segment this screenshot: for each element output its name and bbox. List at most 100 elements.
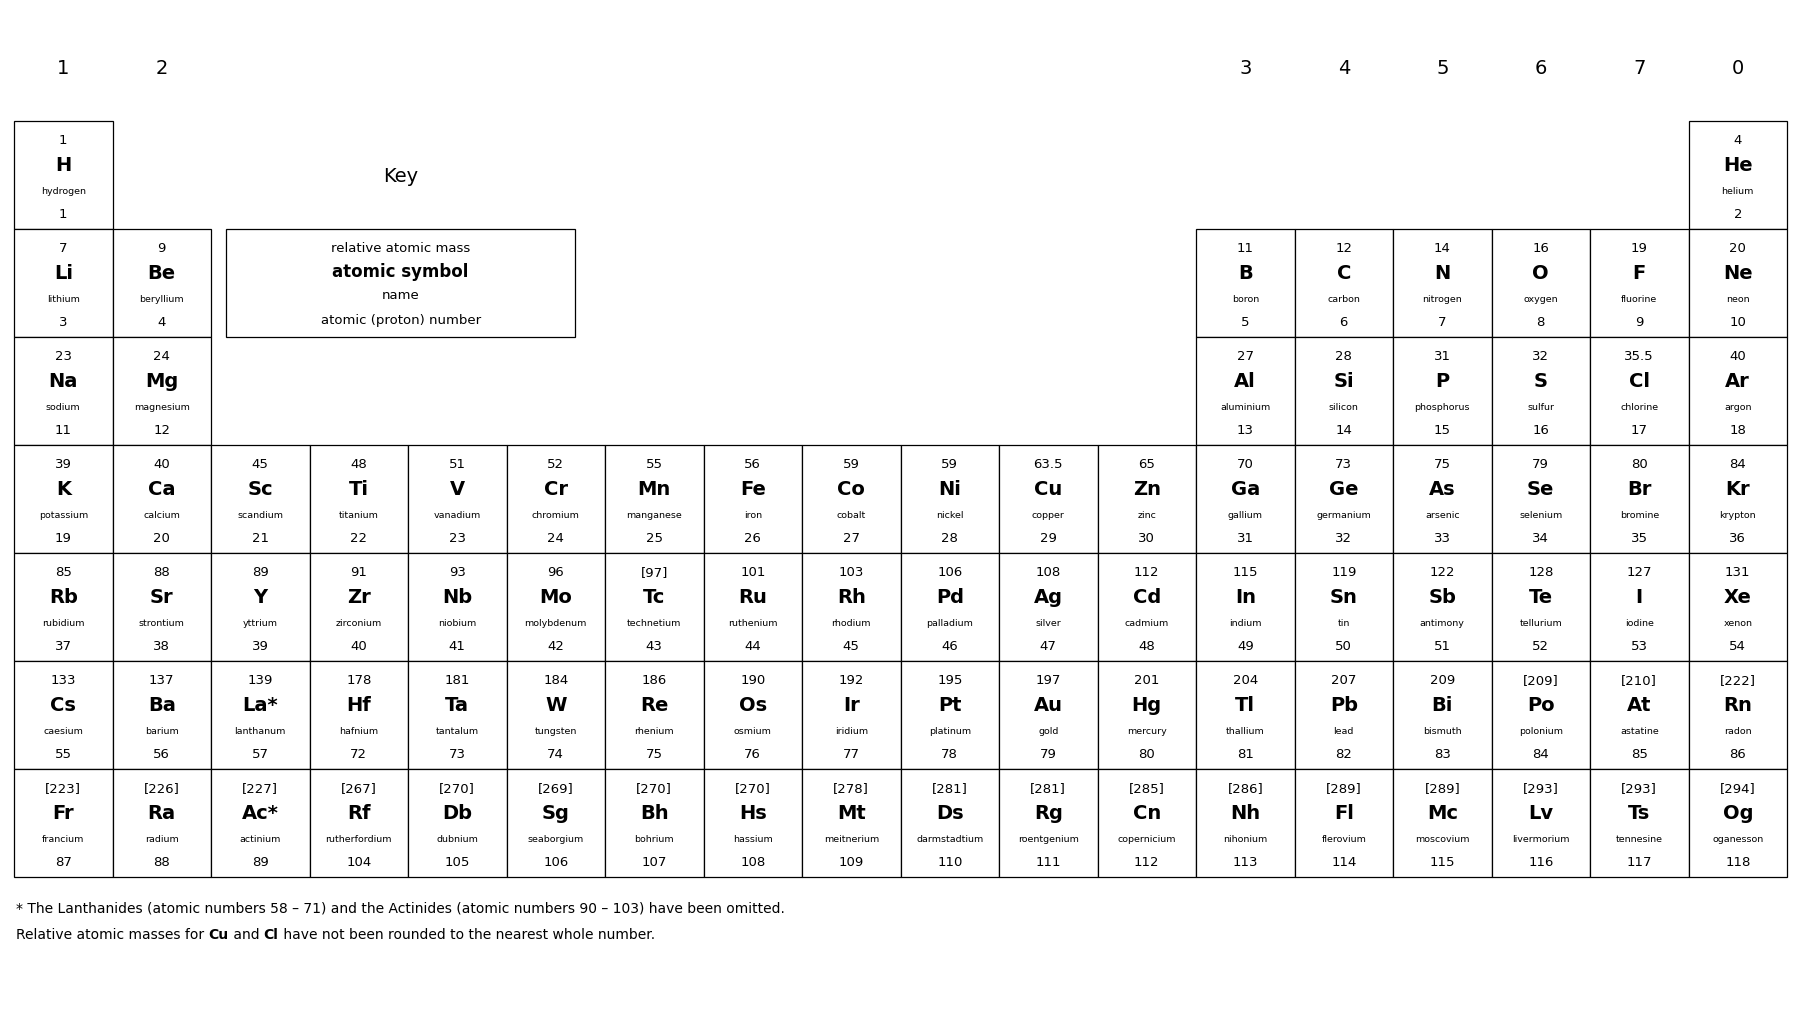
Text: 50: 50: [1336, 640, 1352, 653]
Bar: [1689, 337, 1786, 445]
Bar: [1294, 553, 1394, 661]
Text: 79: 79: [1039, 748, 1057, 760]
Bar: [14, 337, 112, 445]
Text: 17: 17: [1631, 424, 1647, 437]
Bar: [1589, 769, 1689, 877]
Bar: [14, 661, 112, 769]
Text: 27: 27: [1236, 350, 1254, 363]
Text: 112: 112: [1135, 856, 1160, 868]
Text: Cn: Cn: [1133, 803, 1160, 822]
Text: Nb: Nb: [442, 588, 472, 606]
Text: nihonium: nihonium: [1224, 834, 1267, 843]
Text: lead: lead: [1334, 726, 1354, 735]
Text: Key: Key: [384, 166, 418, 185]
Bar: [1491, 661, 1589, 769]
Text: iridium: iridium: [834, 726, 867, 735]
Text: lithium: lithium: [47, 294, 80, 304]
Text: 186: 186: [641, 674, 666, 686]
Text: 91: 91: [351, 566, 367, 579]
Text: 56: 56: [744, 458, 762, 471]
Text: [294]: [294]: [1720, 782, 1756, 794]
Text: Br: Br: [1627, 480, 1651, 498]
Text: 4: 4: [157, 316, 167, 329]
Text: Ir: Ir: [843, 696, 860, 714]
Text: rubidium: rubidium: [42, 618, 85, 627]
Text: 105: 105: [445, 856, 471, 868]
Text: 6: 6: [1535, 58, 1548, 77]
Text: Zr: Zr: [348, 588, 371, 606]
Text: ruthenium: ruthenium: [728, 618, 778, 627]
Text: indium: indium: [1229, 618, 1262, 627]
Text: 28: 28: [941, 532, 957, 545]
Text: cobalt: cobalt: [836, 511, 865, 519]
Bar: [212, 553, 310, 661]
Text: moscovium: moscovium: [1415, 834, 1470, 843]
Bar: [999, 661, 1097, 769]
Text: P: P: [1435, 372, 1450, 391]
Text: 201: 201: [1135, 674, 1160, 686]
Text: 12: 12: [1336, 242, 1352, 255]
Bar: [1097, 661, 1196, 769]
Text: Cl: Cl: [1629, 372, 1649, 391]
Text: meitnerium: meitnerium: [824, 834, 880, 843]
Text: Rb: Rb: [49, 588, 78, 606]
Text: [270]: [270]: [440, 782, 476, 794]
Text: Fr: Fr: [52, 803, 74, 822]
Text: and: and: [228, 927, 264, 942]
Bar: [14, 445, 112, 553]
Bar: [1589, 661, 1689, 769]
Text: [293]: [293]: [1622, 782, 1658, 794]
Text: 42: 42: [547, 640, 565, 653]
Text: Ds: Ds: [936, 803, 963, 822]
Text: 87: 87: [54, 856, 72, 868]
Text: 103: 103: [838, 566, 863, 579]
Bar: [704, 445, 802, 553]
Text: W: W: [545, 696, 567, 714]
Text: 181: 181: [445, 674, 471, 686]
Bar: [1196, 337, 1294, 445]
Bar: [112, 229, 212, 337]
Bar: [1097, 553, 1196, 661]
Text: 1: 1: [58, 58, 69, 77]
Text: platinum: platinum: [929, 726, 970, 735]
Bar: [1589, 229, 1689, 337]
Text: 104: 104: [346, 856, 371, 868]
Text: 76: 76: [744, 748, 762, 760]
Bar: [1491, 229, 1589, 337]
Text: 34: 34: [1533, 532, 1549, 545]
Text: 0: 0: [1732, 58, 1743, 77]
Text: Re: Re: [641, 696, 668, 714]
Text: 7: 7: [1633, 58, 1645, 77]
Text: 40: 40: [154, 458, 170, 471]
Text: tellurium: tellurium: [1519, 618, 1562, 627]
Text: 133: 133: [51, 674, 76, 686]
Text: relative atomic mass: relative atomic mass: [331, 242, 471, 255]
Text: F: F: [1633, 264, 1645, 283]
Bar: [507, 553, 605, 661]
Bar: [1097, 445, 1196, 553]
Text: 127: 127: [1627, 566, 1653, 579]
Text: 89: 89: [252, 566, 268, 579]
Text: 13: 13: [1236, 424, 1254, 437]
Bar: [802, 553, 901, 661]
Text: 178: 178: [346, 674, 371, 686]
Bar: [605, 553, 704, 661]
Bar: [310, 445, 407, 553]
Text: 20: 20: [1729, 242, 1747, 255]
Text: K: K: [56, 480, 71, 498]
Text: gallium: gallium: [1227, 511, 1263, 519]
Bar: [901, 445, 999, 553]
Text: Se: Se: [1528, 480, 1555, 498]
Text: Ag: Ag: [1034, 588, 1062, 606]
Text: 139: 139: [248, 674, 273, 686]
Text: 35.5: 35.5: [1624, 350, 1654, 363]
Text: polonium: polonium: [1519, 726, 1562, 735]
Text: 51: 51: [449, 458, 465, 471]
Text: 4: 4: [1734, 133, 1741, 147]
Text: 10: 10: [1729, 316, 1747, 329]
Text: rhodium: rhodium: [831, 618, 871, 627]
Text: 57: 57: [252, 748, 268, 760]
Text: Cr: Cr: [543, 480, 568, 498]
Text: potassium: potassium: [38, 511, 89, 519]
Bar: [901, 661, 999, 769]
